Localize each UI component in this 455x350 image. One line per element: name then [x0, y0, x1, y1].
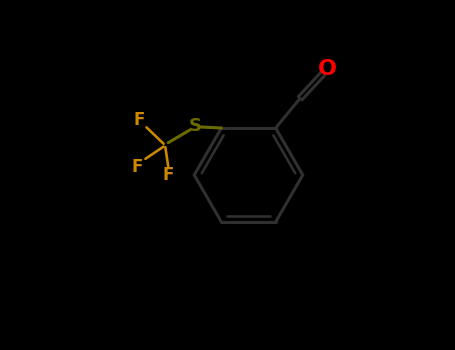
- Text: F: F: [131, 158, 143, 175]
- Text: F: F: [162, 166, 174, 184]
- Text: F: F: [133, 111, 145, 129]
- Text: S: S: [189, 117, 202, 135]
- Text: O: O: [318, 58, 337, 78]
